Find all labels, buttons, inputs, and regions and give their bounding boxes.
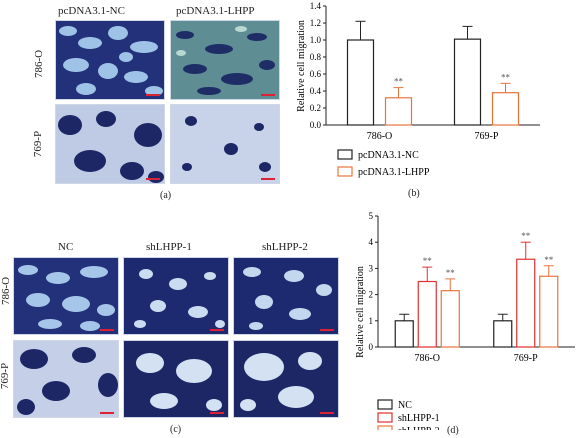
chart-b-bar bbox=[384, 97, 413, 126]
chart-d-legend-label: shLHPP-2 bbox=[398, 426, 440, 430]
chart-d-sig-label: ** bbox=[544, 255, 554, 265]
chart-d: 0 1 2 3 4 5 ** ** ** ** 786-O 769-P NC shLHPP-1 shL… bbox=[355, 211, 575, 430]
panel-c-caption: (c) bbox=[170, 424, 182, 435]
panel-c-row-label-1: 786-O bbox=[0, 276, 13, 306]
chart-d-sig-label: ** bbox=[521, 231, 531, 241]
micrograph-a-769p-nc bbox=[55, 104, 165, 184]
micrograph-c-786o-nc bbox=[13, 257, 119, 335]
chart-b-bar bbox=[346, 39, 375, 126]
chart-b-ytick-label: 1.4 bbox=[310, 1, 322, 11]
chart-b-legend-swatch bbox=[337, 166, 353, 177]
chart-b-category-label: 769-P bbox=[475, 131, 499, 142]
chart-d-ytick-label: 3 bbox=[369, 263, 374, 273]
chart-b: 0.0 0.2 0.4 0.6 0.8 1.0 1.2 1.4 ** ** 786-O 769-P… bbox=[296, 1, 540, 178]
panel-d-caption: (d) bbox=[447, 425, 459, 436]
chart-b-ytick-label: 1.0 bbox=[310, 35, 322, 45]
chart-b-sig-label: ** bbox=[501, 72, 511, 82]
panel-c-col-label-1: NC bbox=[58, 241, 74, 253]
chart-b-ytick-label: 0.8 bbox=[310, 52, 322, 62]
micrograph-c-786o-sh1 bbox=[123, 257, 229, 335]
chart-d-bar bbox=[394, 320, 414, 348]
micrograph-c-786o-sh2 bbox=[233, 257, 339, 335]
panel-a-col-label-2: pcDNA3.1-LHPP bbox=[176, 5, 255, 17]
panel-c-col-label-2: shLHPP-1 bbox=[146, 241, 192, 253]
chart-d-ytick-label: 1 bbox=[369, 316, 374, 326]
micrograph-a-786o-nc bbox=[55, 20, 165, 100]
chart-b-legend-label: pcDNA3.1-NC bbox=[358, 150, 419, 161]
chart-d-bar bbox=[417, 280, 437, 348]
chart-b-category-label: 786-O bbox=[367, 131, 393, 142]
panel-b-caption: (b) bbox=[408, 188, 420, 199]
chart-d-ytick-label: 4 bbox=[369, 237, 374, 247]
chart-b-ytick-label: 0.0 bbox=[310, 120, 322, 130]
panel-a-caption: (a) bbox=[160, 190, 172, 201]
chart-d-ytick-label: 5 bbox=[369, 211, 374, 221]
chart-d-ytick-label: 2 bbox=[369, 290, 374, 300]
chart-b-ytick-label: 1.2 bbox=[310, 18, 321, 28]
micrograph-c-769p-nc bbox=[13, 340, 119, 418]
panel-c-col-label-3: shLHPP-2 bbox=[262, 241, 308, 253]
panel-a-row-label-2: 769-P bbox=[32, 130, 45, 158]
chart-d-category-label: 786-O bbox=[414, 353, 440, 364]
micrograph-a-786o-lhpp bbox=[170, 20, 280, 100]
micrograph-a-769p-lhpp bbox=[170, 104, 280, 184]
chart-d-ylabel: Relative cell migration bbox=[355, 266, 366, 358]
chart-d-legend-label: NC bbox=[398, 400, 412, 411]
chart-d-legend-swatch bbox=[377, 399, 393, 410]
chart-b-ytick-label: 0.6 bbox=[310, 69, 322, 79]
chart-d-category-label: 769-P bbox=[514, 353, 538, 364]
chart-d-bar bbox=[539, 275, 559, 348]
chart-d-sig-label: ** bbox=[446, 268, 456, 278]
panel-a-col-label-1: pcDNA3.1-NC bbox=[58, 5, 125, 17]
chart-b-bar bbox=[491, 92, 520, 126]
chart-d-legend-swatch bbox=[377, 412, 393, 423]
panel-c-row-label-2: 769-P bbox=[0, 362, 12, 390]
chart-d-bar bbox=[493, 320, 513, 348]
chart-d-ytick-label: 0 bbox=[369, 342, 374, 352]
chart-b-sig-label: ** bbox=[394, 77, 404, 87]
chart-d-legend-swatch bbox=[377, 425, 393, 430]
chart-b-bar bbox=[453, 38, 482, 126]
chart-b-ytick-label: 0.2 bbox=[310, 103, 321, 113]
chart-d-bar bbox=[516, 258, 536, 348]
panel-a-row-label-1: 786-O bbox=[33, 49, 46, 79]
chart-b-legend-label: pcDNA3.1-LHPP bbox=[358, 167, 430, 178]
chart-d-sig-label: ** bbox=[423, 256, 433, 266]
chart-d-bar bbox=[440, 290, 460, 348]
chart-d-legend-label: shLHPP-1 bbox=[398, 413, 440, 424]
chart-b-ylabel: Relative cell migration bbox=[296, 20, 307, 112]
micrograph-c-769p-sh2 bbox=[233, 340, 339, 418]
micrograph-c-769p-sh1 bbox=[123, 340, 229, 418]
chart-b-ytick-label: 0.4 bbox=[310, 86, 322, 96]
chart-b-legend-swatch bbox=[337, 149, 353, 160]
